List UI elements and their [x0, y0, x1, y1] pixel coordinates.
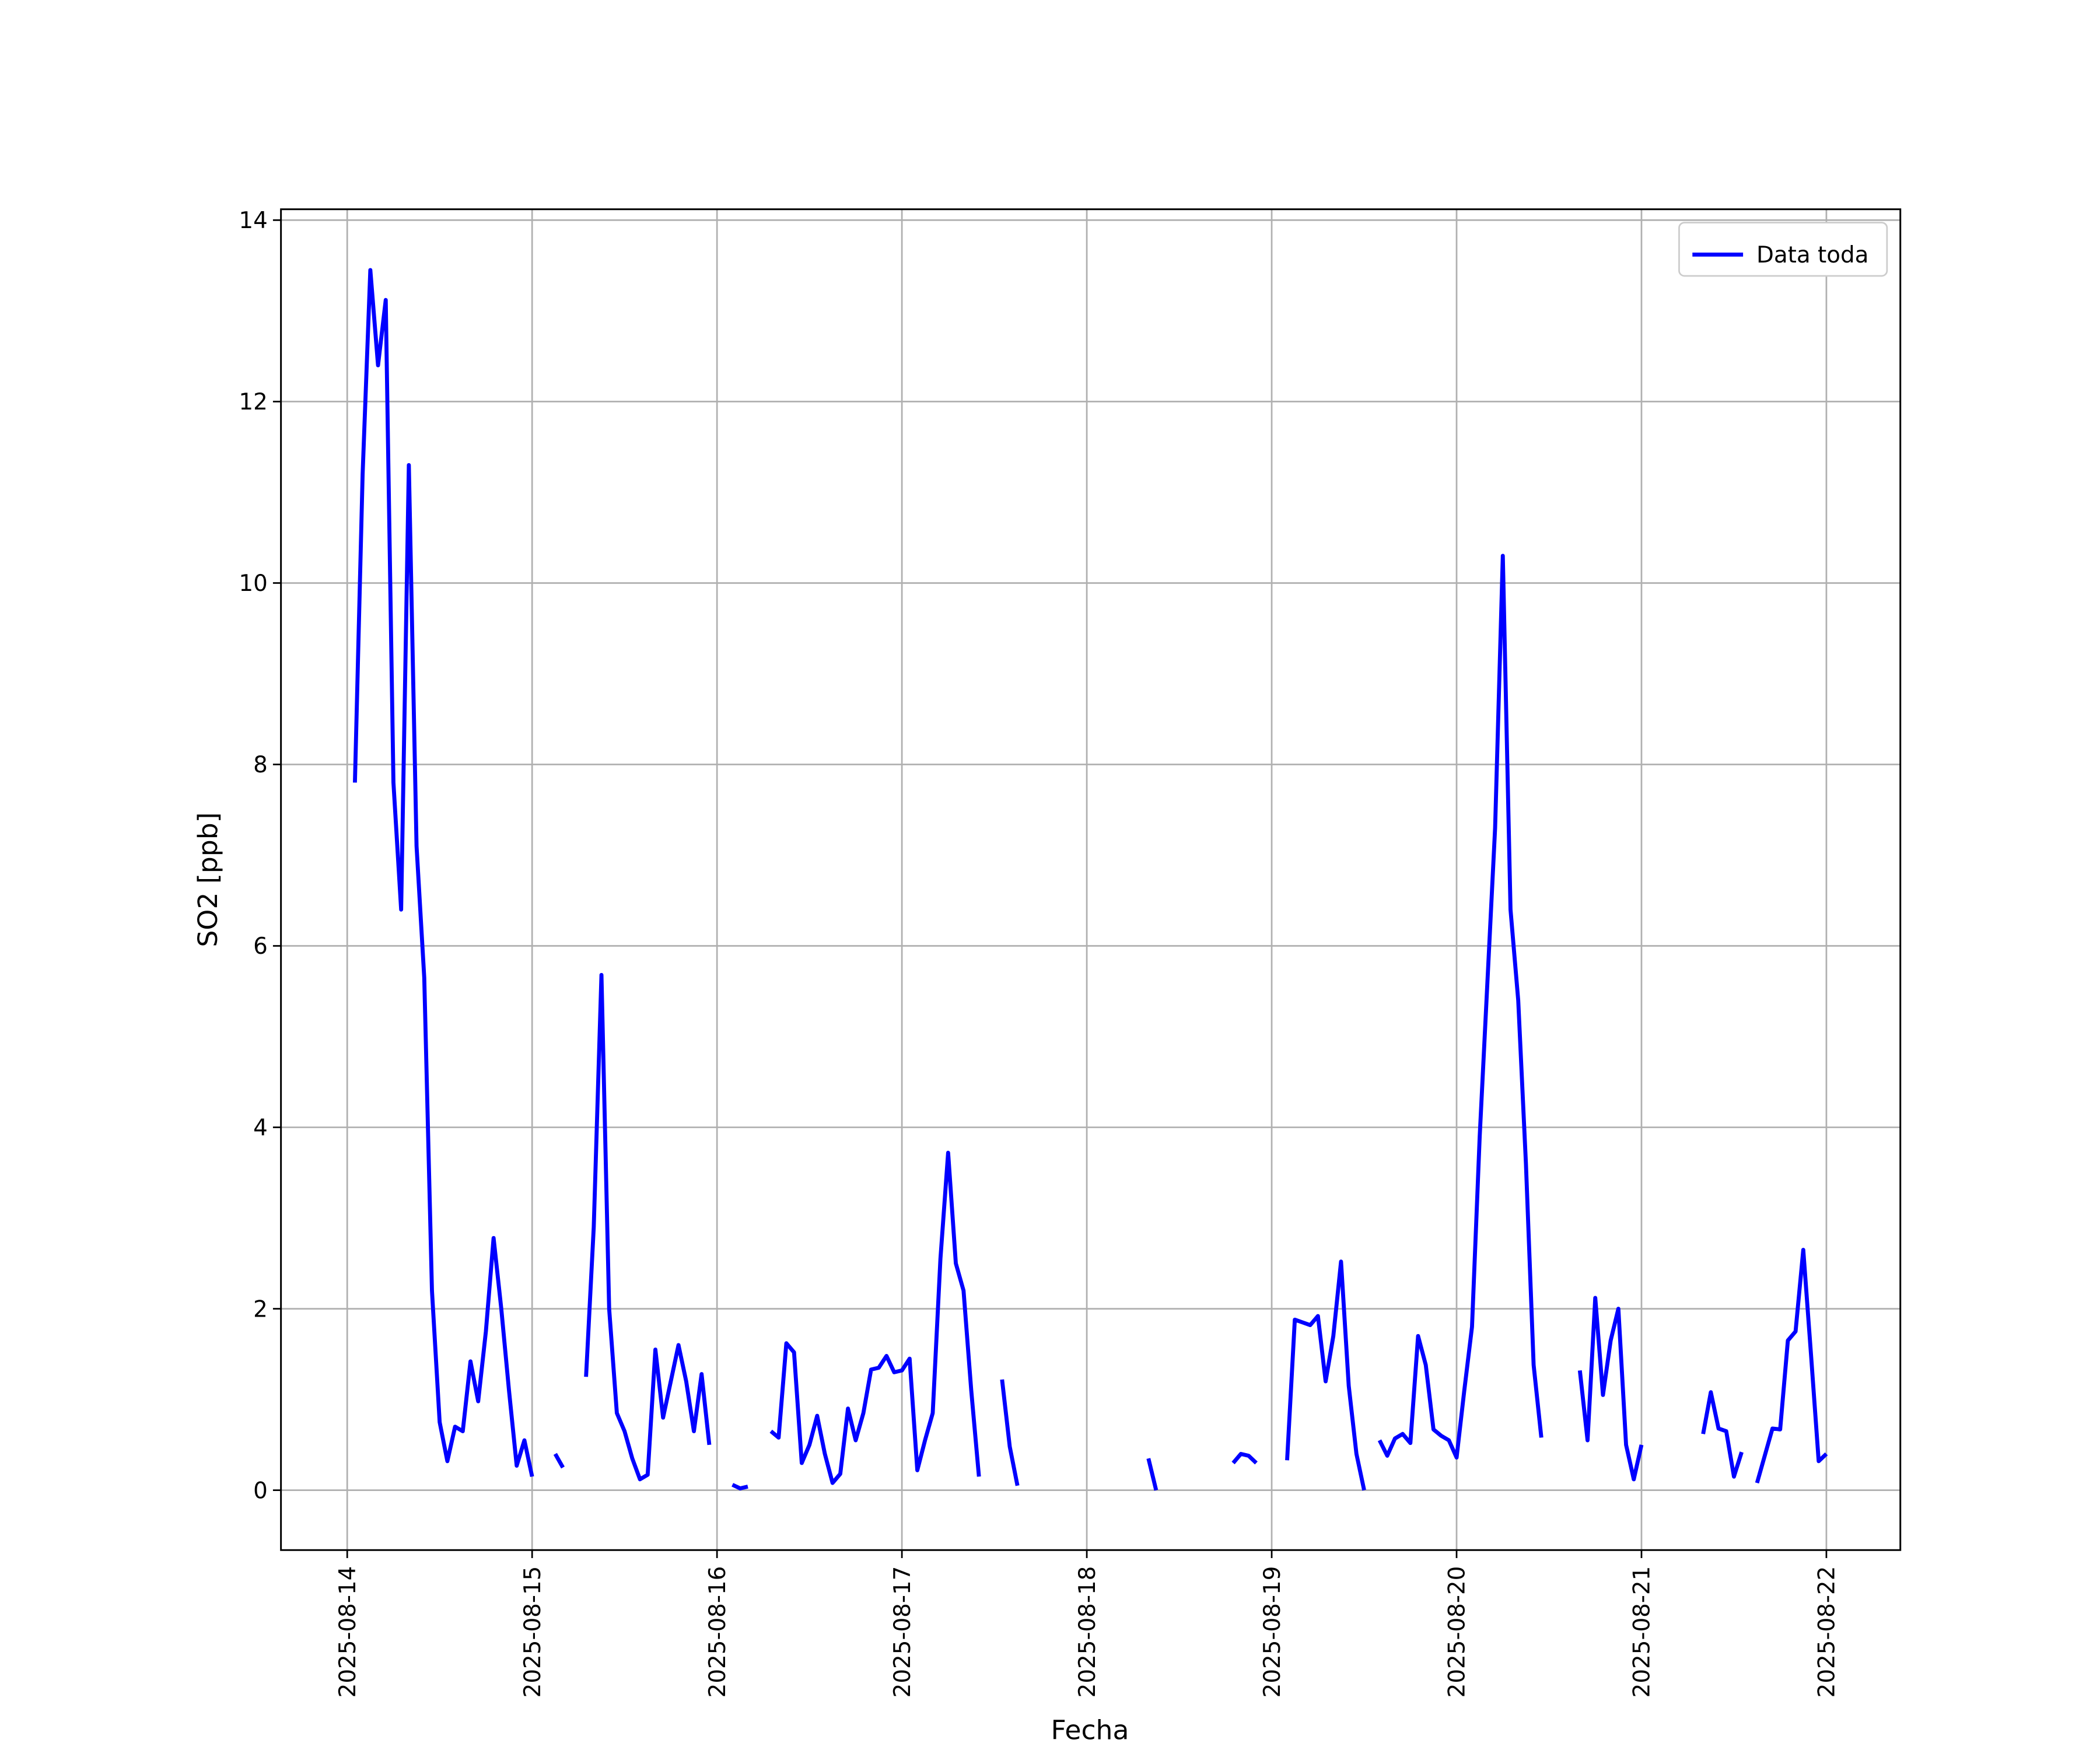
legend-box — [1678, 222, 1888, 277]
x-tick-label: 2025-08-16 — [705, 1566, 731, 1698]
x-tick-label: 2025-08-15 — [520, 1566, 546, 1698]
x-axis-label: Fecha — [1051, 1715, 1129, 1746]
y-tick-label: 2 — [253, 1296, 268, 1322]
legend-label: Data toda — [1756, 242, 1868, 268]
x-tick-label: 2025-08-17 — [890, 1566, 916, 1698]
x-tick-label: 2025-08-21 — [1629, 1566, 1656, 1698]
x-tick-label: 2025-08-19 — [1259, 1566, 1286, 1698]
y-tick-label: 12 — [239, 389, 267, 415]
y-tick-label: 4 — [253, 1115, 268, 1141]
y-tick-label: 10 — [239, 570, 267, 597]
y-tick-label: 8 — [253, 752, 268, 778]
data-line — [353, 268, 1828, 1491]
plot-frame — [280, 208, 1902, 1551]
y-tick-label: 0 — [253, 1478, 268, 1504]
x-tick-label: 2025-08-14 — [335, 1566, 361, 1698]
x-tick-label: 2025-08-20 — [1444, 1566, 1471, 1698]
y-axis-label: SO2 [ppb] — [192, 812, 223, 947]
y-tick-label: 14 — [239, 208, 267, 234]
x-tick-label: 2025-08-18 — [1074, 1566, 1101, 1698]
y-tick-label: 6 — [253, 933, 268, 960]
x-tick-label: 2025-08-22 — [1814, 1566, 1840, 1698]
